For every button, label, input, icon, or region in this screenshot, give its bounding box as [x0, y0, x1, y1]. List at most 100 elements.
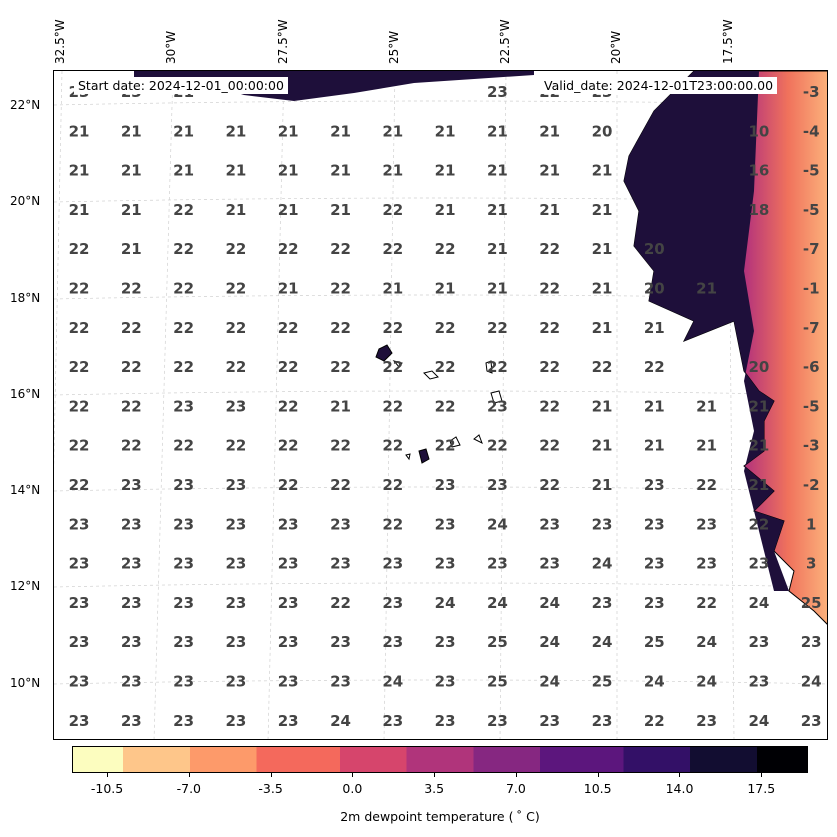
grid-value: 21: [330, 201, 351, 219]
grid-value: 24: [592, 633, 613, 651]
grid-value: -5: [803, 162, 820, 180]
colorbar-tick-label: -7.0: [176, 781, 202, 796]
grid-value: 23: [225, 673, 246, 691]
lon-label-17-5w: 17.5°W: [721, 19, 735, 64]
grid-value: 22: [696, 594, 717, 612]
grid-value: 21: [382, 122, 403, 140]
grid-value: 23: [278, 712, 299, 730]
grid-value: 23: [592, 594, 613, 612]
grid-value: 21: [225, 162, 246, 180]
grid-value: 24: [539, 633, 560, 651]
grid-value: 22: [330, 358, 351, 376]
grid-value: 21: [435, 280, 456, 298]
colorbar-tick: [434, 773, 436, 777]
grid-value: 23: [748, 673, 769, 691]
grid-value: 21: [278, 122, 299, 140]
grid-value: 22: [435, 319, 456, 337]
grid-value: 23: [382, 594, 403, 612]
grid-value: 21: [330, 397, 351, 415]
grid-value: 22: [696, 476, 717, 494]
grid-value: 21: [278, 280, 299, 298]
grid-value: 23: [696, 555, 717, 573]
lon-label-30w: 30°W: [164, 30, 178, 64]
grid-value: 22: [435, 240, 456, 258]
grid-value: 23: [330, 633, 351, 651]
grid-value: 23: [225, 476, 246, 494]
grid-value: -7: [803, 240, 820, 258]
grid-value: 21: [278, 162, 299, 180]
grid-value: -6: [803, 358, 820, 376]
grid-value: 22: [225, 240, 246, 258]
grid-value: 21: [696, 280, 717, 298]
grid-value: 22: [330, 594, 351, 612]
grid-value: 23: [173, 673, 194, 691]
grid-value: 23: [644, 515, 665, 533]
grid-value: 23: [330, 673, 351, 691]
grid-value: 24: [696, 633, 717, 651]
grid-value: 24: [330, 712, 351, 730]
grid-value: 22: [487, 319, 508, 337]
grid-value: 21: [644, 397, 665, 415]
grid-value: 3: [806, 555, 816, 573]
grid-value: 16: [748, 162, 769, 180]
grid-value: 22: [121, 319, 142, 337]
grid-value: 23: [225, 594, 246, 612]
grid-value: 21: [121, 162, 142, 180]
grid-value: 23: [539, 712, 560, 730]
grid-value: 22: [382, 319, 403, 337]
grid-value: 23: [382, 712, 403, 730]
grid-value: 23: [435, 476, 456, 494]
grid-value: 21: [487, 201, 508, 219]
grid-value: 22: [382, 476, 403, 494]
grid-value: 23: [696, 712, 717, 730]
grid-value: 22: [278, 437, 299, 455]
grid-value: 24: [801, 673, 822, 691]
grid-value: 23: [696, 515, 717, 533]
grid-value: 21: [696, 397, 717, 415]
grid-value: 21: [173, 122, 194, 140]
grid-value: 21: [487, 240, 508, 258]
lon-label-27-5w: 27.5°W: [276, 19, 290, 64]
grid-value: -3: [803, 83, 820, 101]
grid-value: 23: [382, 633, 403, 651]
grid-value: 23: [69, 673, 90, 691]
map-canvas: 23 23 21 23 22 23 -3 21 21 21 21 21 21 21 21 21 21 20 10 -4…: [54, 71, 827, 739]
grid-value: 22: [69, 280, 90, 298]
grid-value: 21: [748, 476, 769, 494]
grid-value: 22: [69, 437, 90, 455]
grid-value: 25: [487, 673, 508, 691]
grid-value: 23: [121, 555, 142, 573]
grid-value: 23: [121, 673, 142, 691]
grid-value: 21: [592, 162, 613, 180]
grid-value: 24: [644, 673, 665, 691]
grid-value: 21: [539, 201, 560, 219]
grid-value: 21: [435, 201, 456, 219]
grid-value: 21: [592, 437, 613, 455]
grid-value: 23: [801, 633, 822, 651]
grid-value: 22: [173, 201, 194, 219]
grid-value: 22: [539, 240, 560, 258]
grid-value: 24: [748, 594, 769, 612]
grid-value: 22: [69, 358, 90, 376]
grid-value: 21: [330, 162, 351, 180]
grid-value: 22: [225, 358, 246, 376]
grid-value: 23: [225, 555, 246, 573]
grid-value: 23: [435, 673, 456, 691]
grid-value: 23: [644, 594, 665, 612]
grid-value: -5: [803, 397, 820, 415]
grid-value: 25: [592, 673, 613, 691]
lon-label-25w: 25°W: [387, 30, 401, 64]
colorbar-tick-label: 0.0: [342, 781, 363, 796]
grid-value: 21: [69, 162, 90, 180]
grid-value: -4: [803, 122, 820, 140]
grid-value: 23: [435, 712, 456, 730]
grid-value: 22: [539, 280, 560, 298]
grid-value: 24: [487, 515, 508, 533]
grid-value: 22: [173, 358, 194, 376]
colorbar-tick-label: 10.5: [583, 781, 612, 796]
grid-value: 23: [121, 515, 142, 533]
grid-value: 21: [69, 122, 90, 140]
grid-value: 21: [487, 280, 508, 298]
grid-value: 22: [330, 437, 351, 455]
grid-value: 21: [382, 280, 403, 298]
